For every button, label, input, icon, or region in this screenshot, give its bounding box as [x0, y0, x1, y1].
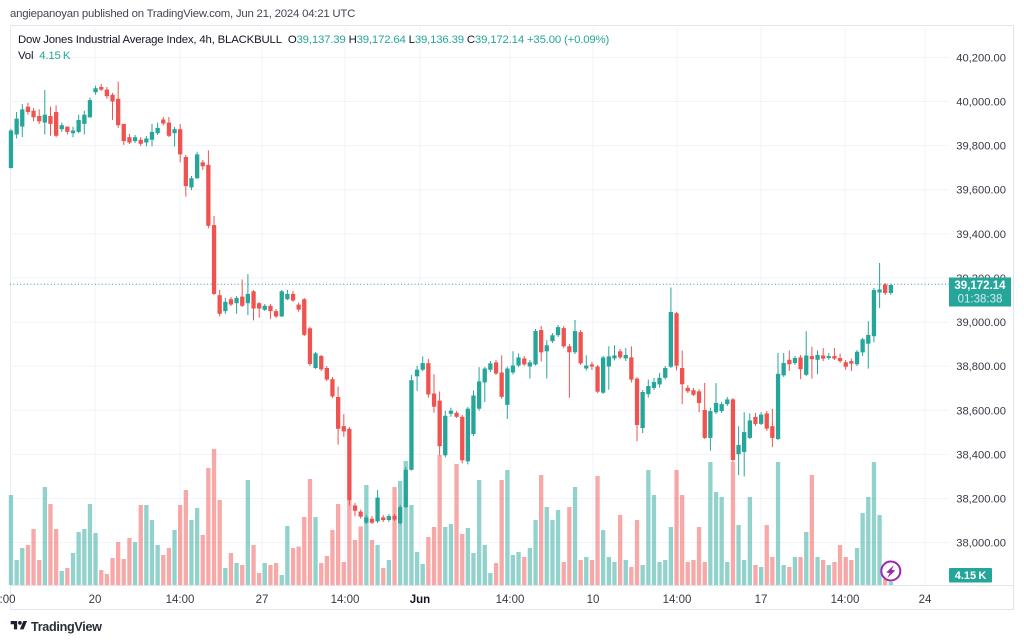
svg-text:38,000.00: 38,000.00	[956, 538, 1006, 550]
svg-text:Jun: Jun	[410, 594, 430, 606]
svg-text:10: 10	[587, 594, 600, 606]
svg-text:39,800.00: 39,800.00	[956, 141, 1006, 153]
svg-text:01:38:38: 01:38:38	[958, 294, 1003, 306]
svg-text:40,000.00: 40,000.00	[956, 97, 1006, 109]
svg-text:39,600.00: 39,600.00	[956, 185, 1006, 197]
svg-text:14:00: 14:00	[331, 594, 360, 606]
svg-text:4.15 K: 4.15 K	[955, 570, 987, 582]
svg-text::00: :00	[0, 594, 16, 606]
svg-text:38,200.00: 38,200.00	[956, 494, 1006, 506]
svg-text:14:00: 14:00	[831, 594, 860, 606]
svg-text:17: 17	[755, 594, 768, 606]
svg-text:40,200.00: 40,200.00	[956, 52, 1006, 64]
svg-text:27: 27	[256, 594, 269, 606]
svg-text:39,172.14: 39,172.14	[954, 280, 1006, 292]
svg-text:38,800.00: 38,800.00	[956, 361, 1006, 373]
svg-text:14:00: 14:00	[663, 594, 692, 606]
svg-text:20: 20	[89, 594, 102, 606]
svg-text:14:00: 14:00	[496, 594, 525, 606]
svg-text:TradingView: TradingView	[31, 620, 102, 634]
svg-text:39,400.00: 39,400.00	[956, 229, 1006, 241]
svg-text:38,400.00: 38,400.00	[956, 449, 1006, 461]
svg-text:24: 24	[919, 594, 932, 606]
svg-text:38,600.00: 38,600.00	[956, 405, 1006, 417]
svg-text:14:00: 14:00	[166, 594, 195, 606]
svg-text:39,000.00: 39,000.00	[956, 317, 1006, 329]
